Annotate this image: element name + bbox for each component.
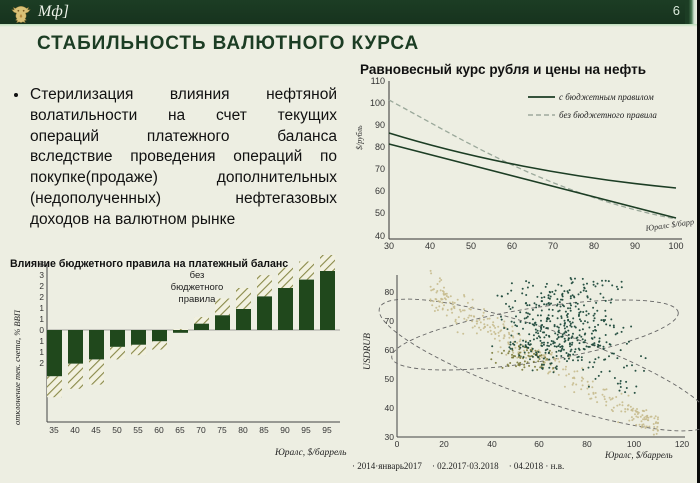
svg-text:3: 3 bbox=[39, 270, 44, 280]
svg-text:1: 1 bbox=[39, 347, 44, 357]
svg-text:30: 30 bbox=[384, 241, 394, 250]
svg-text:100: 100 bbox=[627, 439, 641, 449]
svg-text:100: 100 bbox=[370, 98, 385, 108]
svg-text:40: 40 bbox=[375, 231, 385, 241]
svg-text:95: 95 bbox=[301, 425, 311, 435]
svg-text:2: 2 bbox=[39, 292, 44, 302]
svg-text:45: 45 bbox=[91, 425, 101, 435]
svg-text:70: 70 bbox=[375, 164, 385, 174]
svg-text:USDRUB: USDRUB bbox=[363, 333, 373, 370]
svg-text:80: 80 bbox=[385, 287, 395, 297]
svg-text:40: 40 bbox=[425, 241, 435, 250]
svg-text:0: 0 bbox=[39, 325, 44, 335]
svg-text:120: 120 bbox=[675, 439, 689, 449]
svg-text:Юралс, $/баррель: Юралс, $/баррель bbox=[274, 447, 347, 458]
svg-text:70: 70 bbox=[385, 316, 395, 326]
svg-text:85: 85 bbox=[259, 425, 269, 435]
svg-text:1: 1 bbox=[39, 336, 44, 346]
svg-text:без: без bbox=[190, 270, 205, 281]
svg-text:100: 100 bbox=[668, 241, 683, 250]
svg-text:80: 80 bbox=[375, 142, 385, 152]
svg-text:70: 70 bbox=[548, 241, 558, 250]
svg-text:90: 90 bbox=[375, 120, 385, 130]
svg-text:55: 55 bbox=[133, 425, 143, 435]
svg-text:20: 20 bbox=[439, 439, 449, 449]
svg-text:65: 65 bbox=[175, 425, 185, 435]
svg-text:90: 90 bbox=[630, 241, 640, 250]
svg-text:с бюджетным правилом: с бюджетным правилом bbox=[559, 92, 654, 102]
svg-text:50: 50 bbox=[375, 208, 385, 218]
svg-text:35: 35 bbox=[49, 425, 59, 435]
svg-text:$/рубль: $/рубль bbox=[355, 125, 364, 150]
svg-text:без бюджетного правила: без бюджетного правила bbox=[559, 110, 657, 120]
svg-text:40: 40 bbox=[385, 403, 395, 413]
svg-text:75: 75 bbox=[217, 425, 227, 435]
svg-text:1: 1 bbox=[39, 314, 44, 324]
svg-text:90: 90 bbox=[280, 425, 290, 435]
svg-text:Юралс $/барр: Юралс $/барр bbox=[644, 217, 695, 233]
svg-text:30: 30 bbox=[385, 432, 395, 442]
svg-text:40: 40 bbox=[70, 425, 80, 435]
svg-text:1: 1 bbox=[39, 303, 44, 313]
svg-text:110: 110 bbox=[371, 76, 385, 86]
svg-text:70: 70 bbox=[196, 425, 206, 435]
svg-text:50: 50 bbox=[112, 425, 122, 435]
svg-text:50: 50 bbox=[385, 374, 395, 384]
svg-text:бюджетного: бюджетного bbox=[171, 282, 224, 293]
svg-text:правила: правила bbox=[179, 294, 217, 305]
svg-text:60: 60 bbox=[385, 345, 395, 355]
svg-text:40: 40 bbox=[487, 439, 497, 449]
svg-text:3: 3 bbox=[39, 259, 44, 269]
svg-text:80: 80 bbox=[238, 425, 248, 435]
svg-text:60: 60 bbox=[154, 425, 164, 435]
svg-text:80: 80 bbox=[582, 439, 592, 449]
svg-text:60: 60 bbox=[375, 186, 385, 196]
svg-text:60: 60 bbox=[534, 439, 544, 449]
svg-text:2: 2 bbox=[39, 281, 44, 291]
svg-text:80: 80 bbox=[589, 241, 599, 250]
svg-text:0: 0 bbox=[395, 439, 400, 449]
svg-text:2: 2 bbox=[39, 358, 44, 368]
svg-text:отклонение тек. счета, % ВВП: отклонение тек. счета, % ВВП bbox=[12, 309, 22, 425]
svg-text:60: 60 bbox=[507, 241, 517, 250]
svg-text:Юралс, $/баррель: Юралс, $/баррель bbox=[604, 450, 673, 460]
svg-text:95: 95 bbox=[322, 425, 332, 435]
svg-text:50: 50 bbox=[466, 241, 476, 250]
